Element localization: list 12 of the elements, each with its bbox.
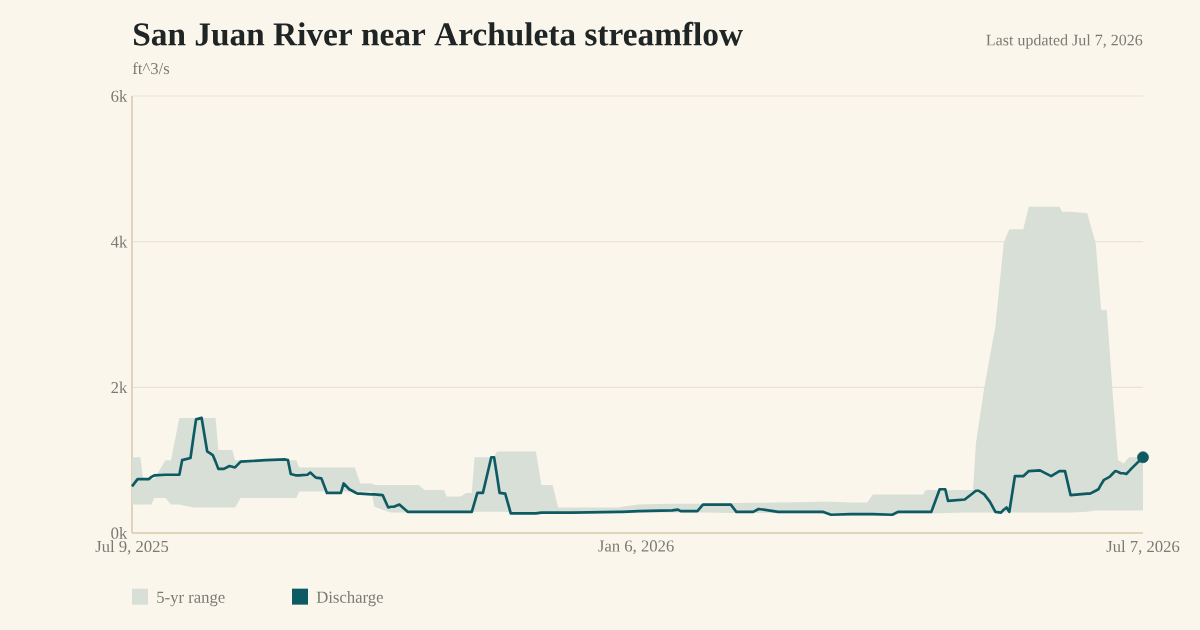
x-tick-label: Jan 6, 2026 [598,540,674,555]
x-tick-label: Jul 7, 2026 [1106,540,1180,555]
chart-subtitle: Last updated Jul 7, 2026 [986,34,1143,49]
x-tick-label: Jul 9, 2025 [95,540,169,555]
text: 5-yr range [157,591,225,607]
y-tick-label: 6k [111,90,128,102]
chart-title: San Juan River near Archuleta streamflow [134,21,743,46]
y-tick-label: 0k [111,527,128,539]
y-tick-label: 2k [111,381,128,394]
y-axis-title: ft^3/s [132,62,170,75]
y-tick-label: 4k [110,235,128,248]
legend-label: Discharge [316,591,383,607]
